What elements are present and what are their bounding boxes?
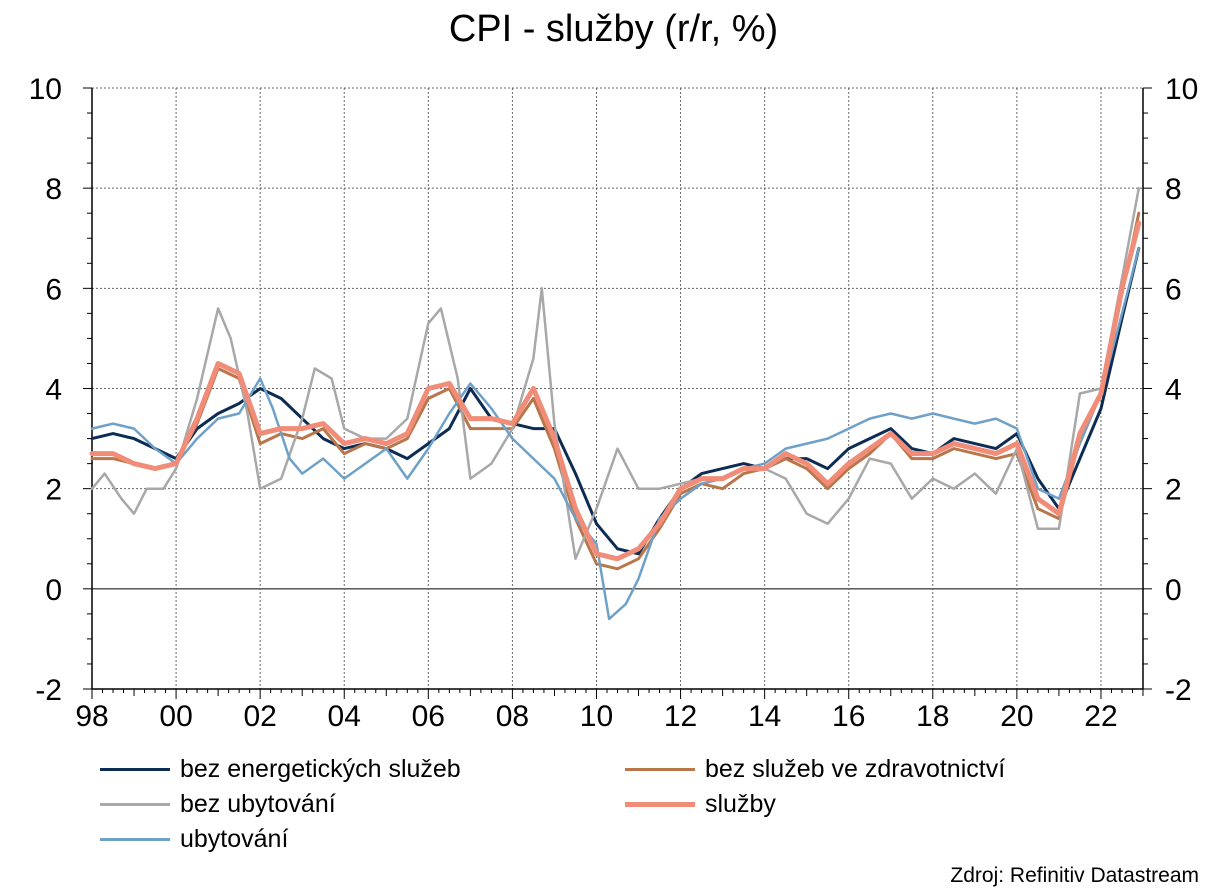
- chart-title: CPI - služby (r/r, %): [448, 8, 779, 50]
- legend-swatch: [100, 768, 170, 771]
- series-line: [89, 220, 1142, 562]
- legend-label: bez ubytování: [180, 790, 336, 818]
- series-line: [90, 246, 1141, 556]
- y-tick-label-right: 0: [1165, 574, 1182, 607]
- x-tick-label: 18: [916, 700, 949, 733]
- series-line: [90, 211, 1141, 571]
- legend-item: bez energetických služeb: [100, 755, 461, 784]
- y-tick-label-left: 10: [29, 73, 62, 106]
- x-tick-label: 22: [1084, 700, 1117, 733]
- legend-label: ubytování: [180, 825, 289, 853]
- series-line: [90, 186, 1141, 561]
- x-tick-label: 00: [159, 700, 192, 733]
- legend-label: bez energetických služeb: [180, 755, 461, 783]
- x-tick-label: 16: [832, 700, 865, 733]
- y-tick-label-left: 4: [45, 374, 62, 407]
- x-tick-label: 08: [496, 700, 529, 733]
- legend-swatch: [100, 838, 170, 841]
- y-tick-label-left: -2: [35, 674, 62, 707]
- grid-lines: [92, 87, 1143, 689]
- y-tick-label-left: 6: [45, 273, 62, 306]
- legend-item: služby: [625, 790, 776, 819]
- y-tick-label-right: 10: [1165, 73, 1198, 106]
- legend-swatch: [625, 802, 695, 807]
- x-tick-label: 06: [412, 700, 445, 733]
- axes: [83, 87, 1152, 699]
- source-note: Zdroj: Refinitiv Datastream: [950, 864, 1199, 887]
- legend-label: bez služeb ve zdravotnictví: [705, 755, 1006, 783]
- legend-swatch: [100, 803, 170, 806]
- legend-label: služby: [705, 790, 776, 818]
- y-tick-label-left: 0: [45, 574, 62, 607]
- y-tick-label-left: 2: [45, 474, 62, 507]
- y-tick-label-right: 2: [1165, 474, 1182, 507]
- x-tick-label: 10: [580, 700, 613, 733]
- y-tick-label-right: 8: [1165, 173, 1182, 206]
- y-tick-label-right: 6: [1165, 273, 1182, 306]
- series-line: [90, 247, 1141, 621]
- x-tick-label: 14: [748, 700, 781, 733]
- legend-swatch: [625, 768, 695, 771]
- legend-item: bez ubytování: [100, 790, 336, 819]
- x-tick-label: 12: [664, 700, 697, 733]
- x-tick-label: 20: [1000, 700, 1033, 733]
- y-tick-label-right: -2: [1165, 674, 1192, 707]
- legend: bez energetických služeb bez služeb ve z…: [100, 755, 1200, 865]
- series-lines: [89, 186, 1142, 621]
- x-tick-label: 98: [75, 700, 108, 733]
- y-tick-label-right: 4: [1165, 374, 1182, 407]
- legend-item: bez služeb ve zdravotnictví: [625, 755, 1005, 784]
- x-tick-label: 04: [328, 700, 361, 733]
- y-tick-label-left: 8: [45, 173, 62, 206]
- x-tick-label: 02: [243, 700, 276, 733]
- legend-item: ubytování: [100, 825, 288, 854]
